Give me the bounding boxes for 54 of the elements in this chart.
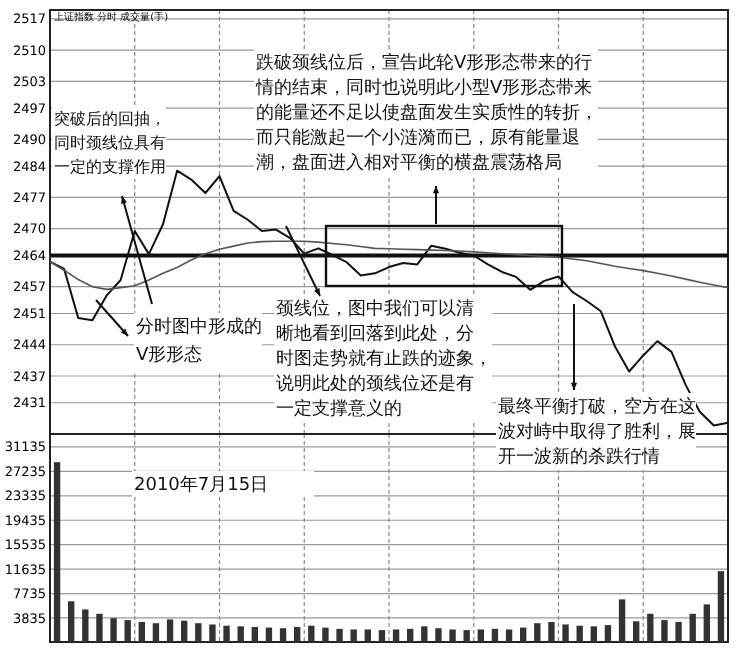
bar <box>505 629 513 642</box>
bar <box>392 629 400 642</box>
bar <box>336 628 343 642</box>
bar <box>675 621 682 642</box>
bar <box>124 620 131 642</box>
annotation: 跌破颈线位后，宣告此轮V形形态带来的行情的结束，同时也说明此小型V形形态带来的能量还不足以使盘面发生实质性的转折，而只能激起一个小涟漪而已，原有能量退潮，盘面进入相对平衡的横盘震荡格局 <box>254 52 598 174</box>
bar <box>520 627 527 642</box>
bar <box>364 629 371 642</box>
bar <box>435 628 442 642</box>
bar <box>265 627 273 642</box>
bar <box>576 625 583 642</box>
bar <box>477 629 484 642</box>
bar <box>491 628 499 642</box>
bar <box>633 621 640 642</box>
bar <box>407 628 414 642</box>
bar <box>195 623 202 642</box>
bar <box>96 613 103 642</box>
bar <box>152 623 160 642</box>
annotation: 突破后的回抽，同时颈线位具有一定的支撑作用 <box>54 110 166 176</box>
bar <box>181 620 188 642</box>
bar <box>449 629 456 642</box>
bar <box>647 613 654 642</box>
bar <box>110 618 117 642</box>
bar <box>703 604 710 642</box>
bar <box>562 624 569 642</box>
bar <box>53 462 61 642</box>
bar <box>421 626 428 642</box>
bar <box>82 609 89 642</box>
bar <box>604 625 612 642</box>
bar <box>618 599 626 642</box>
bar <box>534 623 541 642</box>
bar <box>689 613 696 642</box>
bar <box>717 571 725 642</box>
bar <box>138 621 145 642</box>
bar <box>166 619 174 642</box>
bar <box>223 625 230 642</box>
bar <box>590 626 597 642</box>
bar <box>68 601 75 642</box>
bar <box>350 629 357 642</box>
bar <box>463 630 470 642</box>
annotation: 2010年7月15日 <box>134 474 269 496</box>
bar <box>251 626 258 642</box>
bar <box>548 621 555 642</box>
bar <box>294 626 301 642</box>
bar <box>308 625 315 642</box>
bar <box>378 630 386 642</box>
bar <box>237 626 244 642</box>
annotation: 分时图中形成的V形形态 <box>136 316 262 366</box>
annotation: 最终平衡打破，空方在这波对峙中取得了胜利，展开一波新的杀跌行情 <box>498 396 696 468</box>
bar <box>209 624 216 642</box>
bar <box>322 627 329 642</box>
bar <box>661 620 668 642</box>
bar <box>279 628 287 642</box>
annotation: 颈线位，图中我们可以清晰地看到回落到此处，分时图走势就有止跌的迹象，说明此处的颈线位还是有一定支撑意义的 <box>276 298 492 420</box>
